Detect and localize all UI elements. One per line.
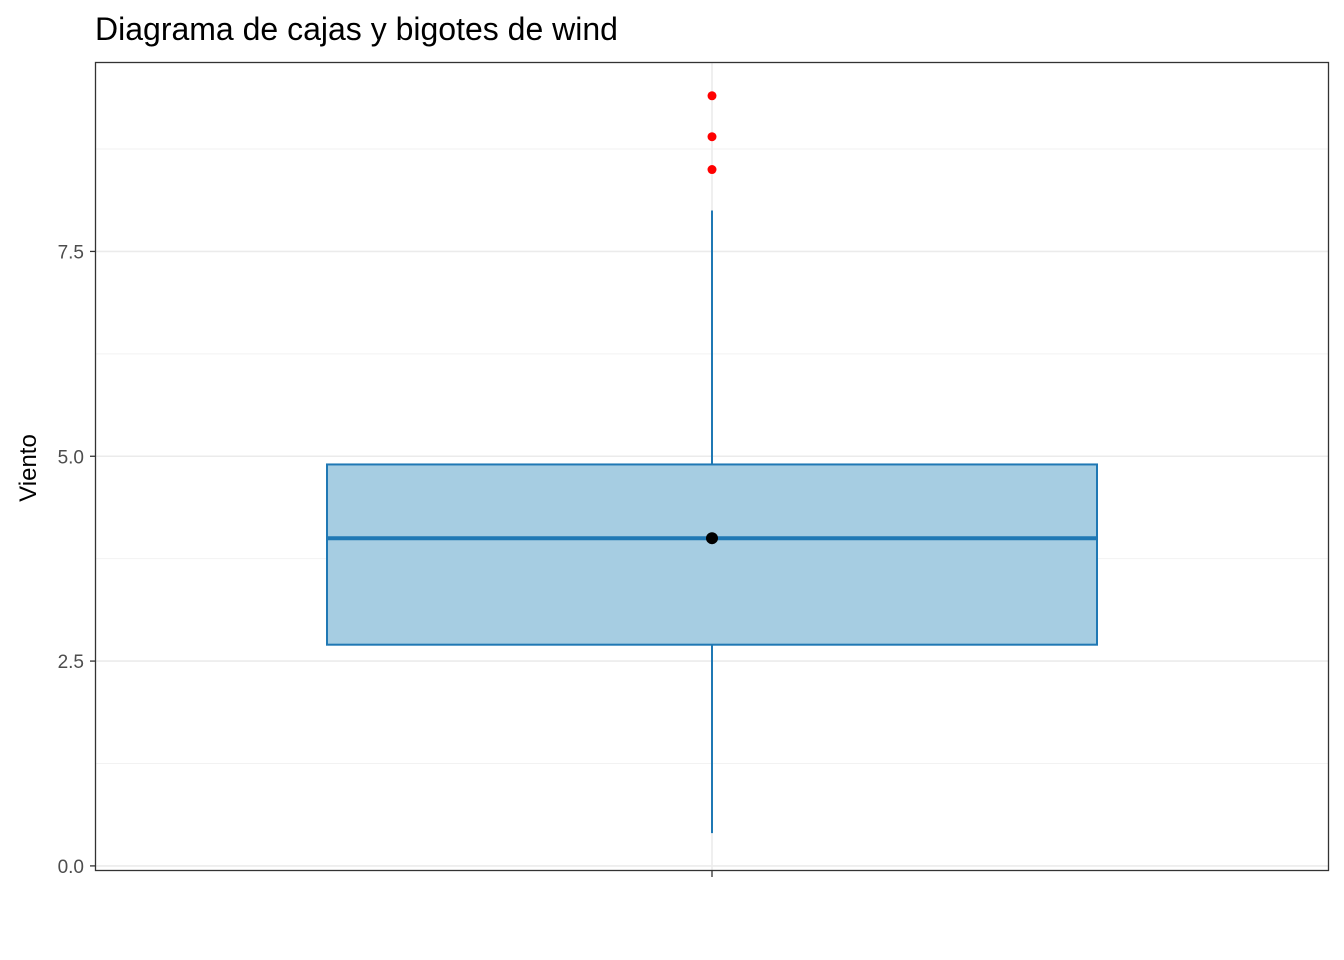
outlier-point-0	[707, 165, 717, 175]
points	[706, 91, 718, 545]
iqr-box	[326, 463, 1098, 646]
y-tick-label-3: 7.5	[58, 242, 84, 263]
axes: 0.0 2.5 5.0 7.5	[58, 242, 713, 878]
y-tick-label-2: 5.0	[58, 447, 84, 468]
chart-title: Diagrama de cajas y bigotes de wind	[95, 11, 618, 47]
y-axis-label: Viento	[15, 434, 42, 502]
outlier-point-2	[707, 91, 717, 101]
outlier-point-1	[707, 132, 717, 142]
y-tick-label-1: 2.5	[58, 652, 84, 673]
box-and-whiskers	[326, 210, 1098, 834]
y-tick-label-0: 0.0	[58, 857, 84, 878]
mean-point	[706, 532, 718, 545]
